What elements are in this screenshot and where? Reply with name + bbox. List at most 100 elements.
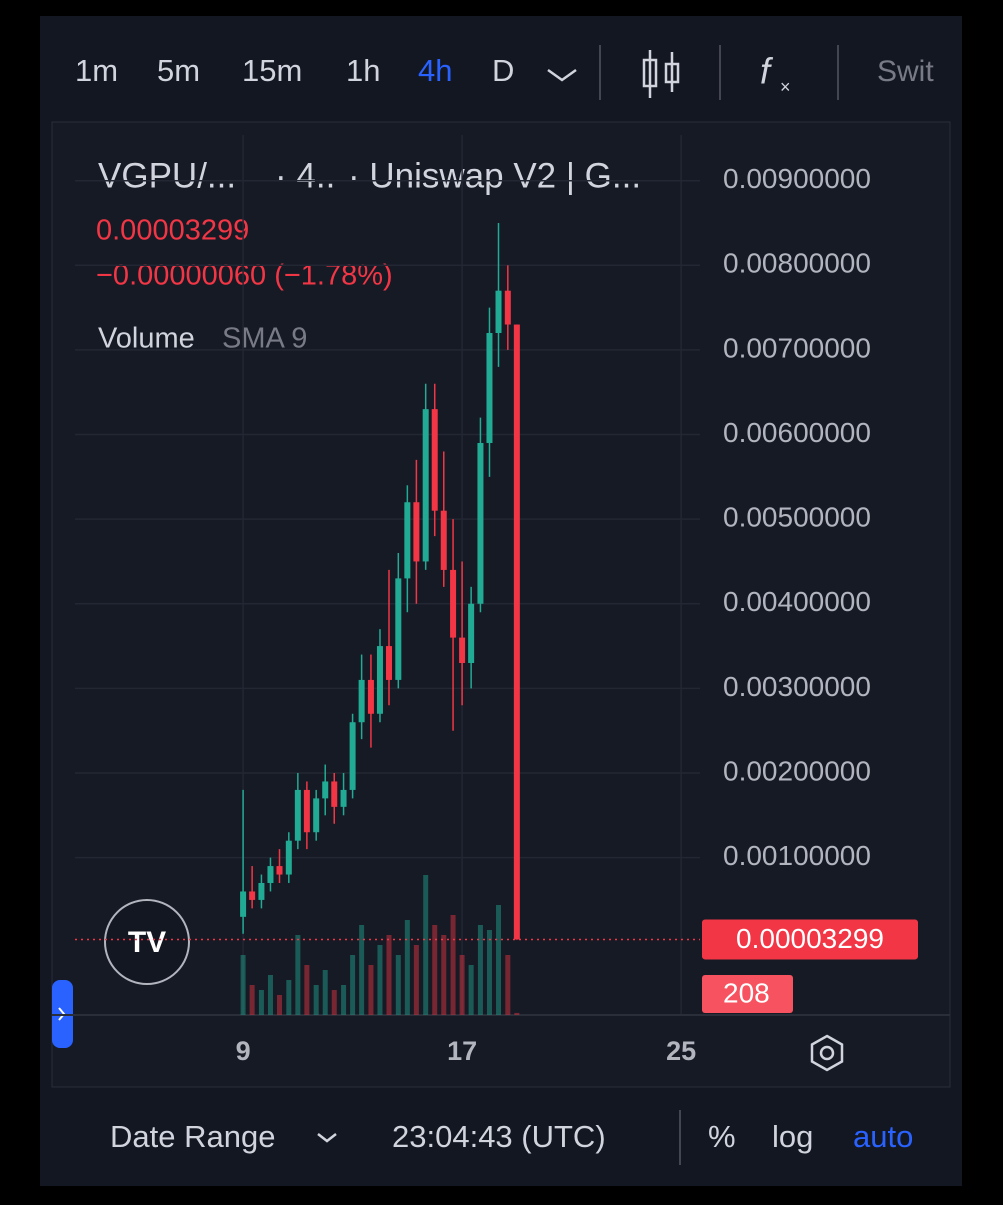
- volume-bar: [359, 925, 365, 1015]
- volume-bar: [395, 955, 401, 1015]
- volume-bar: [514, 1012, 520, 1015]
- candle-body: [340, 789, 347, 807]
- price-tag: [702, 919, 918, 960]
- more-button[interactable]: Swit: [877, 55, 934, 88]
- volume-bar: [240, 955, 246, 1015]
- y-tick-label: 0.00800000: [723, 248, 871, 279]
- clip: [950, 20, 962, 120]
- candle-body: [303, 789, 310, 833]
- date-range[interactable]: Date Range: [110, 1119, 275, 1154]
- interval-button[interactable]: 1m: [75, 53, 118, 88]
- volume-bar: [468, 965, 474, 1015]
- y-tick-label: 0.00200000: [723, 755, 871, 786]
- tv-logo[interactable]: TV: [128, 926, 166, 959]
- y-tick-label: 0.00700000: [723, 332, 871, 363]
- interval-button[interactable]: 5m: [157, 53, 200, 88]
- volume-bar: [277, 995, 283, 1015]
- indicators-icon[interactable]: ×: [780, 77, 791, 97]
- volume-bar: [322, 970, 328, 1015]
- candle-body: [240, 891, 247, 917]
- candle-body: [367, 679, 374, 714]
- volume-bar: [304, 965, 310, 1015]
- interval-menu[interactable]: [547, 68, 577, 82]
- candle-body: [313, 798, 320, 833]
- candle-body: [431, 409, 438, 511]
- volume-bar: [341, 985, 347, 1015]
- candle-body: [322, 781, 329, 799]
- volume-bar: [249, 985, 255, 1015]
- interval-button[interactable]: D: [492, 53, 514, 88]
- volume-bar: [377, 945, 383, 1015]
- volume-bar: [404, 920, 410, 1015]
- interval: · 4..: [275, 156, 335, 195]
- candle-body: [468, 603, 475, 663]
- candle-body: [440, 510, 447, 570]
- exchange: · Uniswap V2 | G...: [348, 156, 641, 195]
- candle-body: [285, 840, 292, 875]
- volume-bar: [459, 955, 465, 1015]
- candle-body: [276, 866, 283, 875]
- volume-bar: [386, 935, 392, 1015]
- percent-button[interactable]: %: [708, 1119, 736, 1154]
- interval-button[interactable]: 1h: [346, 53, 380, 88]
- candle-body: [477, 443, 484, 604]
- y-tick-label: 0.00100000: [723, 840, 871, 871]
- last-price: 0.00003299: [96, 215, 249, 247]
- candle-body: [459, 637, 466, 663]
- volume-tag-label: 208: [723, 977, 770, 1008]
- interval-button[interactable]: 4h: [418, 53, 452, 88]
- volume-bar: [477, 925, 483, 1015]
- y-tick-label: 0.00500000: [723, 502, 871, 533]
- x-tick-label: 25: [666, 1036, 696, 1066]
- volume-bar: [331, 990, 337, 1015]
- tv-logo[interactable]: [104, 899, 190, 985]
- candle-body: [258, 883, 265, 900]
- auto-button[interactable]: auto: [853, 1119, 913, 1154]
- chart-type-icon[interactable]: [642, 50, 680, 98]
- price-change: −0.00000060 (−1.78%): [96, 260, 393, 292]
- volume-bar: [267, 975, 273, 1015]
- settings-icon[interactable]: [810, 1034, 844, 1072]
- candle-body: [422, 409, 429, 562]
- candle-body: [376, 646, 383, 714]
- volume-bar: [258, 990, 264, 1015]
- volume-bar: [486, 930, 492, 1015]
- symbol: VGPU/...: [98, 156, 236, 195]
- volume-bar: [505, 955, 511, 1015]
- candle-body: [386, 646, 393, 680]
- volume-bar: [441, 935, 447, 1015]
- y-tick-label: 0.00900000: [723, 163, 871, 194]
- candle-body: [331, 781, 338, 807]
- candle-body: [513, 324, 520, 940]
- y-tick-label: 0.00400000: [723, 586, 871, 617]
- volume-bar: [295, 935, 301, 1015]
- candle-body: [413, 502, 420, 562]
- volume-bar: [313, 985, 319, 1015]
- candle-body: [495, 290, 502, 333]
- volume-bar: [432, 925, 438, 1015]
- settings-icon[interactable]: [819, 1045, 835, 1061]
- volume-tag: [702, 975, 793, 1013]
- candle-body: [450, 569, 457, 638]
- log-button[interactable]: log: [772, 1119, 813, 1154]
- y-tick-label: 0.00600000: [723, 417, 871, 448]
- clock: 23:04:43 (UTC): [392, 1119, 606, 1154]
- candle-body: [404, 502, 411, 579]
- volume-bar: [286, 980, 292, 1015]
- x-tick-label: 9: [236, 1036, 251, 1066]
- y-tick-label: 0.00300000: [723, 671, 871, 702]
- candle-body: [267, 866, 274, 883]
- candle-body: [504, 290, 511, 325]
- volume-bar: [496, 905, 502, 1015]
- candle-body: [349, 722, 356, 790]
- date-range-arrow[interactable]: [317, 1133, 337, 1143]
- volume-bar: [413, 945, 419, 1015]
- candle-body: [294, 789, 301, 841]
- interval-button[interactable]: 15m: [242, 53, 302, 88]
- x-tick-label: 17: [447, 1036, 477, 1066]
- candle-body: [249, 891, 256, 900]
- price-tag-label: 0.00003299: [736, 923, 884, 954]
- volume-bar: [450, 915, 456, 1015]
